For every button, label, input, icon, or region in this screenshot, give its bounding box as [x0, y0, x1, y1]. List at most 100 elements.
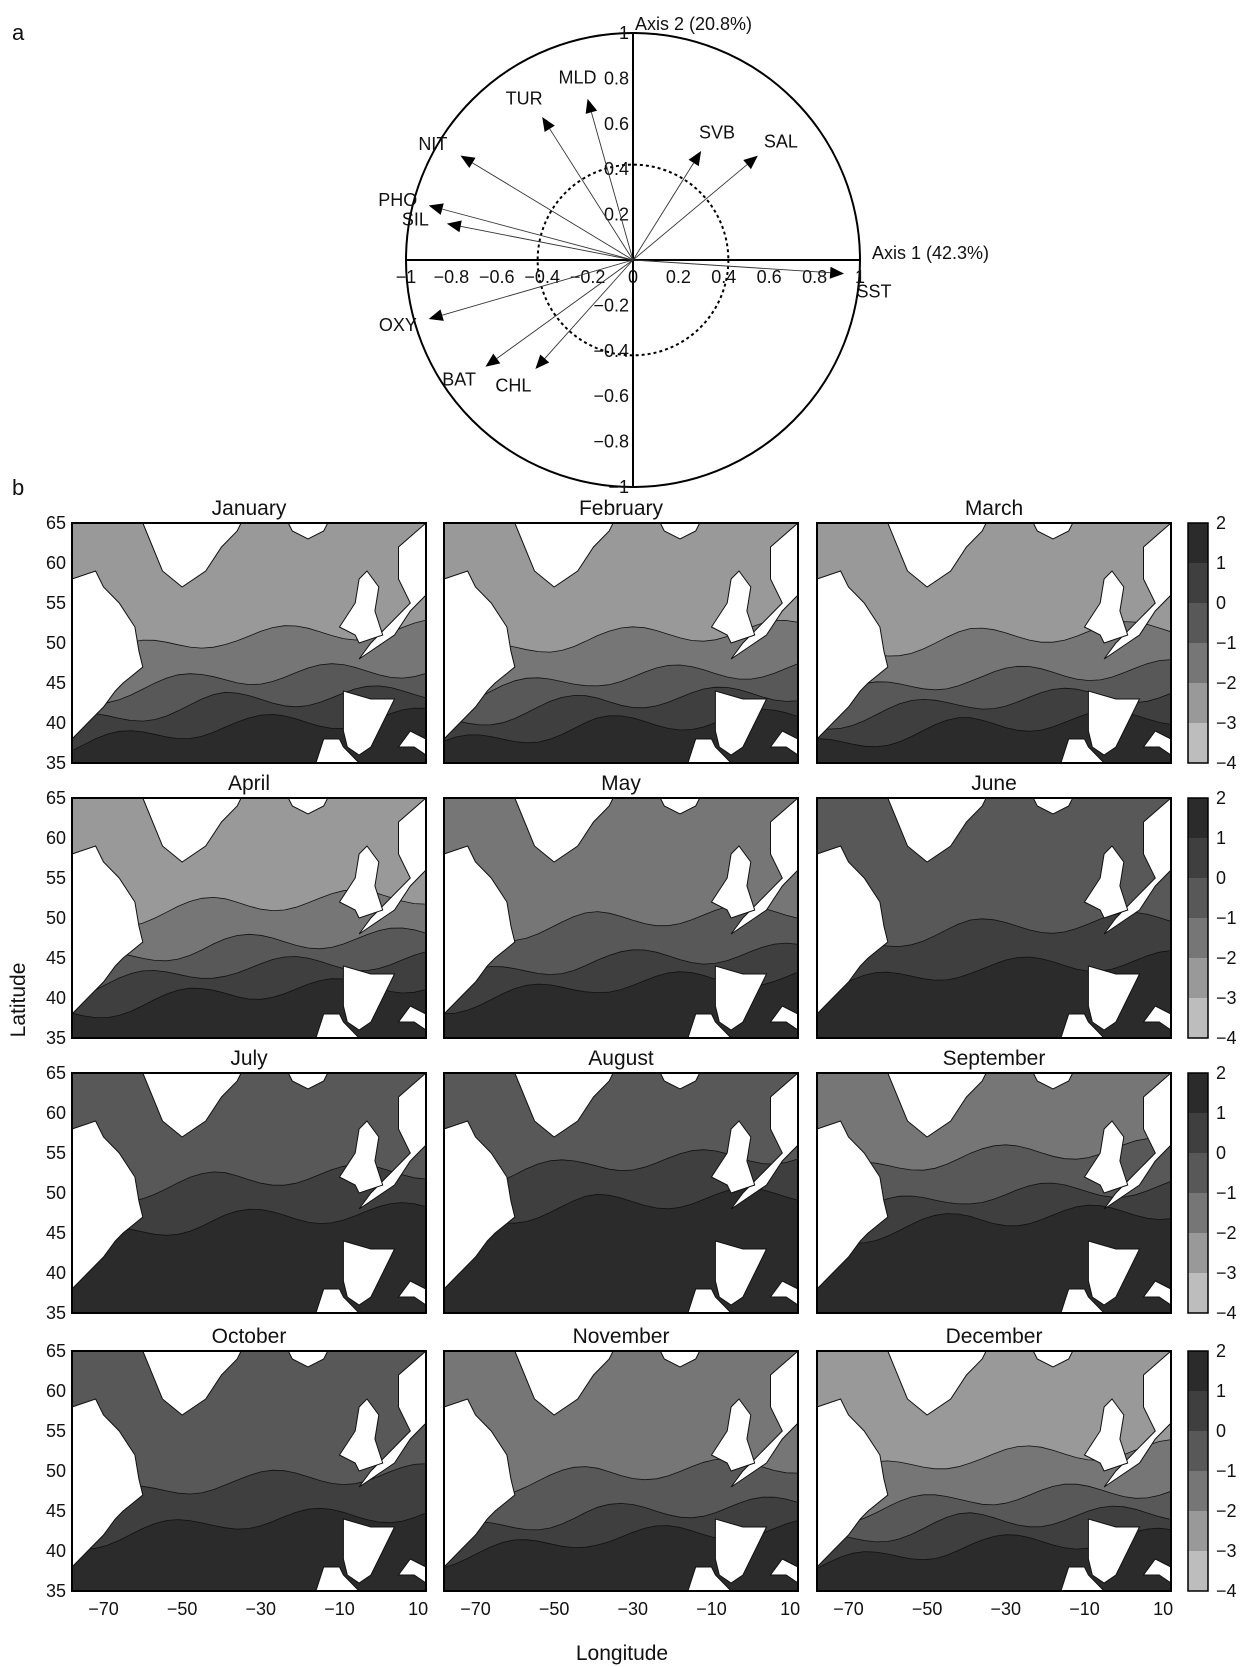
- british-isles-land: [1083, 1120, 1129, 1194]
- colorbar-tick-label: −3: [1216, 1263, 1237, 1283]
- colorbar-tick-label: −1: [1216, 1183, 1237, 1203]
- month-title: June: [971, 772, 1017, 795]
- colorbar-segment: [1188, 958, 1208, 998]
- azores-africa-land: [252, 1013, 361, 1039]
- panel-a-letter: a: [12, 20, 25, 45]
- colorbar-tick-label: 0: [1216, 868, 1226, 888]
- colorbar-tick-label: −4: [1216, 753, 1237, 773]
- month-map: January 65 60 55 50 45 40 35: [46, 497, 427, 773]
- iberia-land: [1087, 690, 1141, 756]
- latitude-tick-label: 35: [46, 1303, 66, 1323]
- vector-label: SAL: [764, 131, 798, 151]
- azores-africa-land: [252, 1566, 361, 1592]
- latitude-tick-label: 35: [46, 1028, 66, 1048]
- colorbar-tick-label: 0: [1216, 1143, 1226, 1163]
- latitude-tick-label: 35: [46, 1581, 66, 1601]
- azores-africa-land: [997, 1013, 1106, 1039]
- y-tick-label: −0.6: [593, 386, 629, 406]
- y-tick-label: 1: [619, 23, 629, 43]
- month-title: November: [573, 1325, 670, 1348]
- month-map: July 65 60 55 50 45 40 35: [46, 1047, 427, 1323]
- map-frame: [443, 1350, 799, 1592]
- latitude-tick-label: 55: [46, 593, 66, 613]
- month-title: January: [212, 497, 287, 520]
- x-axis-label: Longitude: [576, 1642, 668, 1665]
- iberia-land: [342, 690, 396, 756]
- month-map: December −70 −50 −30 −10 10: [816, 1325, 1173, 1619]
- colorbar-segment: [1188, 1193, 1208, 1233]
- longitude-tick-label: −30: [618, 1599, 649, 1619]
- north-america-land: [816, 845, 889, 1016]
- longitude-tick-label: −50: [539, 1599, 570, 1619]
- vector-arrowhead: [535, 354, 550, 369]
- north-america-land: [443, 845, 516, 1016]
- latitude-tick-label: 45: [46, 673, 66, 693]
- colorbar-tick-label: −1: [1216, 1461, 1237, 1481]
- latitude-tick-label: 45: [46, 1223, 66, 1243]
- y-tick-label: 0.2: [604, 205, 629, 225]
- colorbar-segment: [1188, 918, 1208, 958]
- colorbar-tick-label: −2: [1216, 948, 1237, 968]
- y-axis-label: Latitude: [7, 963, 30, 1038]
- y-tick-label: −0.2: [593, 295, 629, 315]
- vector-line: [442, 259, 634, 316]
- iberia-land: [342, 965, 396, 1031]
- greenland-land: [887, 522, 987, 588]
- azores-africa-land: [997, 1288, 1106, 1314]
- vector-arrowhead: [460, 155, 476, 168]
- latitude-tick-label: 55: [46, 1143, 66, 1163]
- iberia-land: [714, 1518, 768, 1584]
- colorbar-tick-label: 1: [1216, 1381, 1226, 1401]
- colorbar-tick-label: −3: [1216, 1541, 1237, 1561]
- vector-arrowhead: [585, 98, 598, 114]
- longitude-tick-label: −70: [833, 1599, 864, 1619]
- iberia-land: [342, 1518, 396, 1584]
- latitude-tick-label: 40: [46, 1263, 66, 1283]
- month-map: October 65 60 55 50 45 40 35 −70 −50 −30 −10 10: [46, 1325, 428, 1619]
- colorbar-tick-label: 2: [1216, 1063, 1226, 1083]
- y-tick-label: −0.4: [593, 341, 629, 361]
- colorbar-segment: [1188, 643, 1208, 683]
- month-map-grid: January 65 60 55 50 45 40 35 February March April 6…: [46, 497, 1173, 1619]
- latitude-tick-label: 50: [46, 1183, 66, 1203]
- colorbar-segment: [1188, 1233, 1208, 1273]
- month-title: February: [579, 497, 664, 520]
- azores-africa-land: [624, 1288, 733, 1314]
- colorbar-tick-label: 1: [1216, 1103, 1226, 1123]
- vector-arrowhead: [446, 220, 462, 233]
- map-frame: [71, 522, 427, 764]
- greenland-land: [514, 1350, 614, 1416]
- colorbar-tick-label: −4: [1216, 1581, 1237, 1601]
- greenland-land: [514, 522, 614, 588]
- british-isles-land: [338, 1398, 384, 1472]
- month-title: July: [230, 1047, 268, 1070]
- longitude-tick-label: −10: [324, 1599, 355, 1619]
- longitude-tick-label: −10: [696, 1599, 727, 1619]
- british-isles-land: [710, 570, 756, 644]
- vector-label: MLD: [558, 68, 596, 88]
- colorbar-segment: [1188, 838, 1208, 878]
- vector-line: [632, 259, 831, 274]
- latitude-tick-label: 45: [46, 1501, 66, 1521]
- correlation-circle-panel: a Axis 1 (42.3%) Axis 2 (20.8%) −1 −0.8 −0.6…: [12, 14, 989, 497]
- map-frame: [443, 1072, 799, 1314]
- british-isles-land: [338, 845, 384, 919]
- latitude-tick-label: 35: [46, 753, 66, 773]
- panel-b-letter: b: [12, 475, 24, 500]
- x-tick-label: 0.4: [711, 267, 736, 287]
- vector-label: SIL: [402, 209, 429, 229]
- map-frame: [443, 522, 799, 764]
- longitude-tick-label: −30: [991, 1599, 1022, 1619]
- month-title: March: [965, 497, 1023, 520]
- iberia-land: [342, 1240, 396, 1306]
- colorbar-segment: [1188, 683, 1208, 723]
- north-america-land: [71, 570, 144, 741]
- latitude-tick-label: 40: [46, 713, 66, 733]
- colorbar-segment: [1188, 1431, 1208, 1471]
- colorbar-tick-label: −1: [1216, 633, 1237, 653]
- azores-africa-land: [252, 738, 361, 764]
- month-map: February: [443, 497, 799, 764]
- map-frame: [816, 1350, 1172, 1592]
- map-frame: [816, 797, 1172, 1039]
